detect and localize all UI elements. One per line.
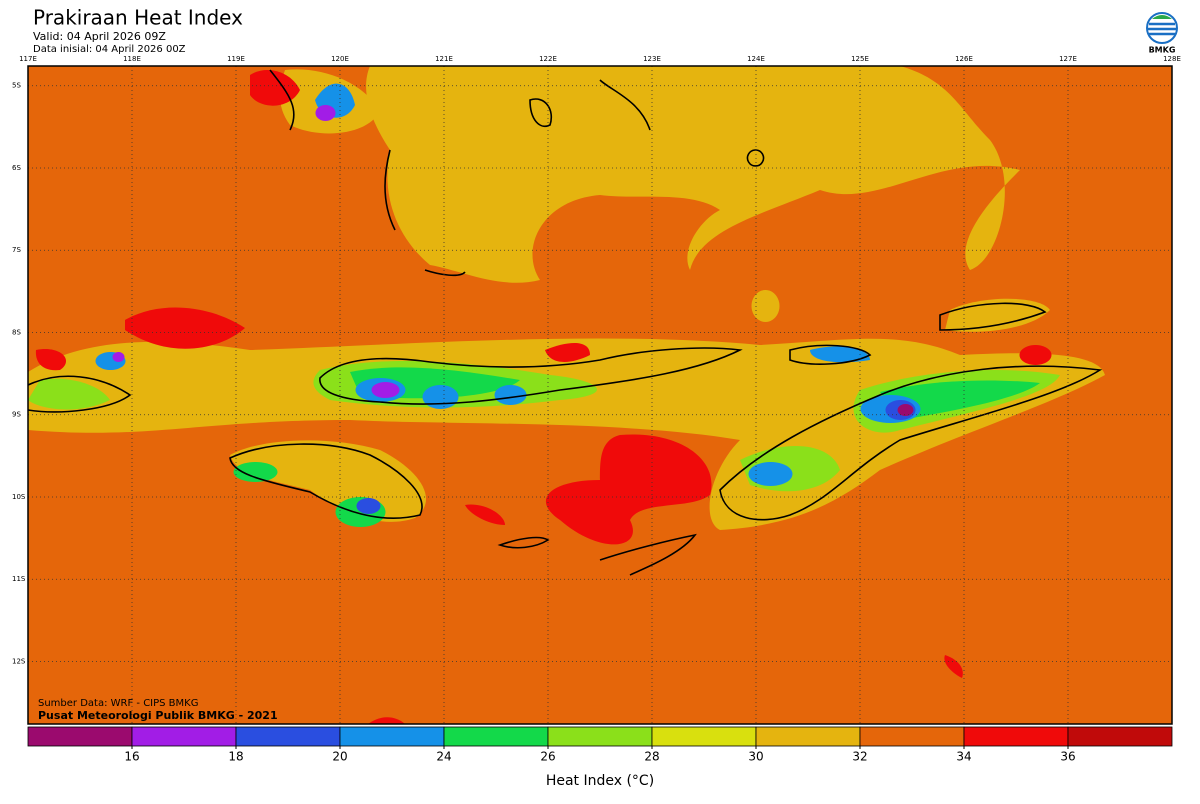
colorbar-swatch: [651, 726, 757, 747]
colorbar-tick-label: 28: [644, 750, 659, 764]
lon-label: 118E: [123, 55, 141, 63]
lon-label: 122E: [539, 55, 557, 63]
colorbar-tick-label: 24: [436, 750, 451, 764]
map-fill: [28, 66, 1172, 724]
source-text: Pusat Meteorologi Publik BMKG - 2021: [38, 709, 278, 722]
lon-label: 126E: [955, 55, 973, 63]
logo-text: BMKG: [1149, 46, 1176, 55]
map-frame: [27, 65, 1173, 725]
valid-time: Valid: 04 April 2026 09Z: [33, 30, 166, 43]
colorbar-swatch: [963, 726, 1069, 747]
colorbar-swatch: [27, 726, 133, 747]
lon-label: 128E: [1163, 55, 1181, 63]
colorbar-swatch: [859, 726, 965, 747]
logo: BMKG: [1146, 12, 1178, 55]
lon-label: 119E: [227, 55, 245, 63]
lat-label: 9S: [12, 411, 21, 419]
colorbar-label: Heat Index (°C): [546, 773, 654, 789]
lon-label: 120E: [331, 55, 349, 63]
lat-label: 7S: [12, 246, 21, 254]
colorbar-swatch: [755, 726, 861, 747]
lat-label: 10S: [12, 493, 26, 501]
colorbar-tick-label: 34: [956, 750, 971, 764]
colorbar-tick-label: 18: [228, 750, 243, 764]
colorbar: 16 18 20 24 26 28 30 32 34 36: [27, 726, 1173, 764]
colorbar-tick-label: 26: [540, 750, 555, 764]
lon-label: 121E: [435, 55, 453, 63]
title: Prakiraan Heat Index: [33, 6, 243, 30]
lat-label: 5S: [12, 82, 21, 90]
lon-label: 123E: [643, 55, 661, 63]
colorbar-swatch: [131, 726, 237, 747]
colorbar-tick-label: 16: [124, 750, 139, 764]
init-time: Data inisial: 04 April 2026 00Z: [33, 44, 186, 55]
lon-label: 127E: [1059, 55, 1077, 63]
lon-label: 124E: [747, 55, 765, 63]
colorbar-tick-label: 36: [1060, 750, 1075, 764]
colorbar-tick-label: 32: [852, 750, 867, 764]
colorbar-swatch: [339, 726, 445, 747]
colorbar-swatch: [1067, 726, 1173, 747]
colorbar-tick-label: 20: [332, 750, 347, 764]
colorbar-swatch: [235, 726, 341, 747]
lat-label: 8S: [12, 328, 21, 336]
lat-label: 12S: [12, 657, 26, 665]
lat-label: 6S: [12, 164, 21, 172]
lat-label: 11S: [12, 575, 26, 583]
lon-label: 125E: [851, 55, 869, 63]
source-text: Sumber Data: WRF - CIPS BMKG: [38, 698, 198, 709]
lon-label: 117E: [19, 55, 37, 63]
colorbar-swatch: [547, 726, 653, 747]
coastlines: [27, 69, 1103, 576]
graticule: 117E 118E 119E 120E 121E 122E 123E 124E 125E 126E…: [12, 55, 1181, 724]
colorbar-swatch: [443, 726, 549, 747]
colorbar-tick-label: 30: [748, 750, 763, 764]
